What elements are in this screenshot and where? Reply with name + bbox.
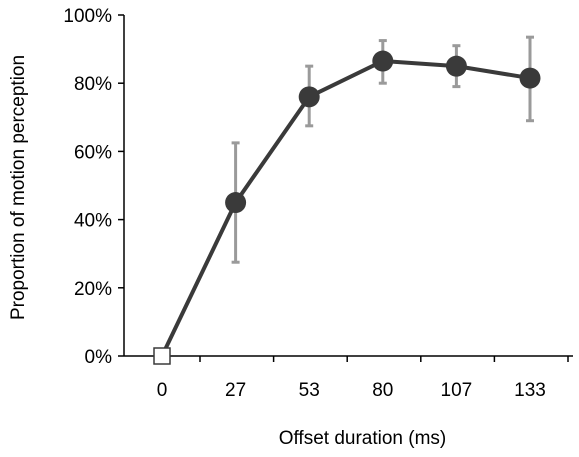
data-point <box>519 67 541 89</box>
x-axis-ticks: 0 27 53 80 107 133 <box>157 356 569 401</box>
x-tick-label: 107 <box>441 380 473 401</box>
data-point <box>372 50 394 72</box>
data-point <box>298 86 320 108</box>
y-tick-label: 0% <box>85 347 113 368</box>
y-tick-label: 100% <box>63 6 112 27</box>
x-tick-label: 27 <box>225 380 246 401</box>
data-point <box>225 192 247 214</box>
series-line <box>160 59 531 357</box>
y-axis-title: Proportion of motion perception <box>8 55 29 320</box>
x-tick-label: 80 <box>372 380 393 401</box>
x-tick-label: 0 <box>157 380 168 401</box>
y-tick-label: 40% <box>74 211 112 232</box>
plot-area: 0% 20% 40% 60% 80% 100% 0 27 53 80 107 133 <box>63 6 573 401</box>
data-point <box>445 55 467 77</box>
y-tick-label: 60% <box>74 142 112 163</box>
y-axis-ticks: 0% 20% 40% 60% 80% 100% <box>63 6 124 368</box>
data-point-open-square <box>153 347 171 365</box>
x-axis-title: Offset duration (ms) <box>279 428 447 449</box>
x-tick-label: 133 <box>514 380 546 401</box>
y-tick-label: 80% <box>74 74 112 95</box>
y-tick-label: 20% <box>74 279 112 300</box>
x-tick-label: 53 <box>299 380 320 401</box>
data-markers <box>153 50 541 365</box>
